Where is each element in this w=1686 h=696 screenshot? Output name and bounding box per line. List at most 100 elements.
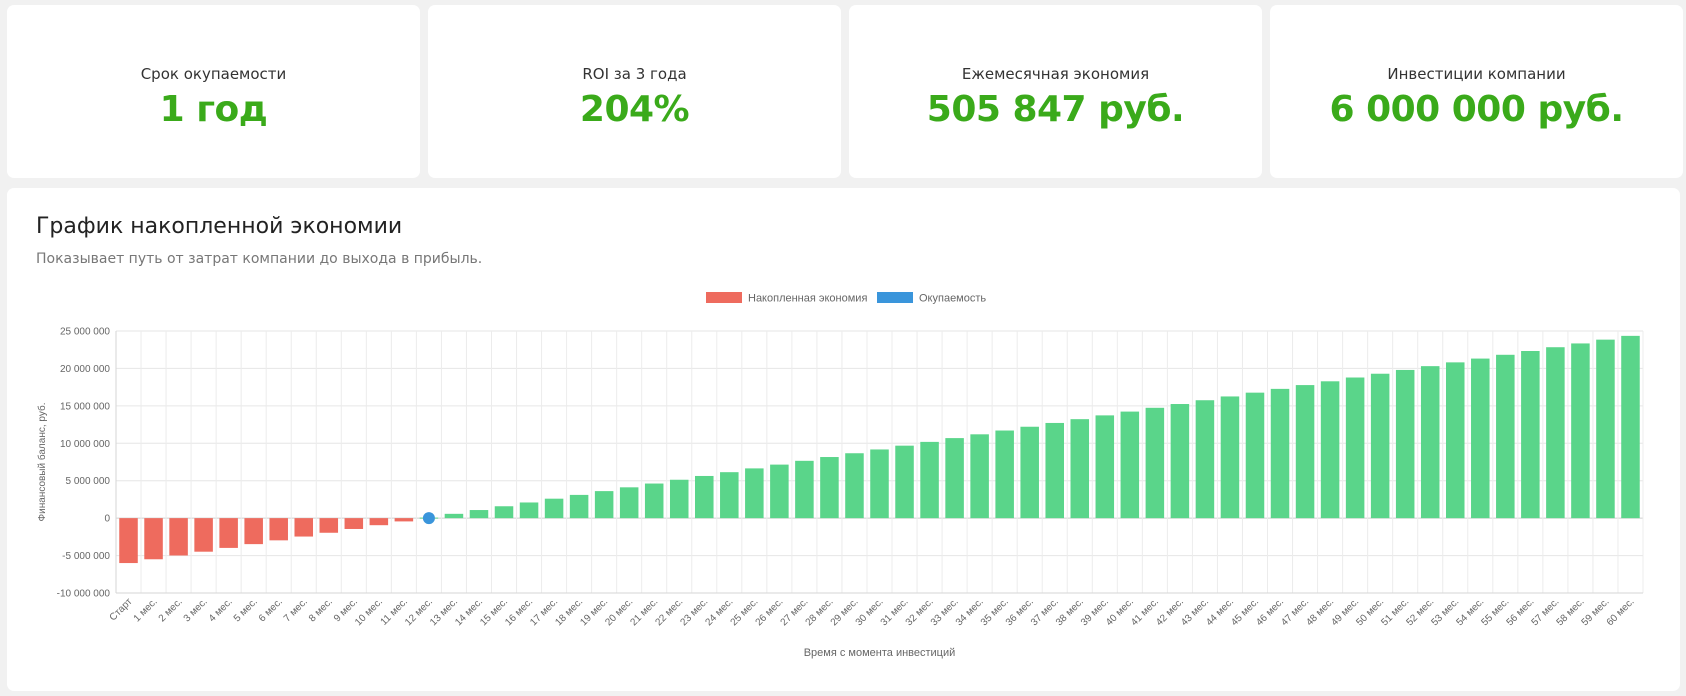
y-tick-label: -5 000 000 xyxy=(62,551,110,562)
bar xyxy=(344,518,364,529)
bar xyxy=(745,468,764,519)
bar xyxy=(244,518,263,545)
bar xyxy=(895,445,914,519)
kpi-card-roi: ROI за 3 года 204% xyxy=(428,5,841,178)
bar xyxy=(594,491,614,519)
bar xyxy=(970,434,989,519)
bar xyxy=(1571,343,1590,519)
y-tick-label: 25 000 000 xyxy=(60,327,110,338)
bar xyxy=(494,506,514,519)
chart-title: График накопленной экономии xyxy=(36,214,403,239)
kpi-card-payback: Срок окупаемости 1 год xyxy=(7,5,420,178)
kpi-label: ROI за 3 года xyxy=(582,65,687,83)
bar xyxy=(820,457,839,519)
kpi-label: Ежемесячная экономия xyxy=(961,65,1150,83)
bar xyxy=(1195,400,1215,519)
bar xyxy=(720,472,739,519)
bar xyxy=(394,518,414,522)
x-tick-label: 4 мес. xyxy=(207,596,235,624)
legend-label-savings: Накопленная экономия xyxy=(748,293,867,305)
bar xyxy=(1546,347,1565,519)
bar xyxy=(269,518,288,541)
bar xyxy=(770,464,789,519)
bar xyxy=(1070,419,1090,519)
bar xyxy=(1095,415,1115,519)
legend-label-payback: Окупаемость xyxy=(919,293,986,305)
bar xyxy=(920,441,939,519)
bar xyxy=(1420,366,1440,519)
bar xyxy=(1621,335,1640,519)
bar xyxy=(469,510,489,519)
bar xyxy=(569,494,589,519)
x-tick-label: 5 мес. xyxy=(232,596,260,624)
kpi-value: 505 847 руб. xyxy=(926,89,1185,130)
bar xyxy=(945,438,964,519)
kpi-label: Инвестиции компании xyxy=(1387,65,1566,83)
bar xyxy=(1596,339,1615,519)
bar xyxy=(319,518,339,533)
x-tick-label: 6 мес. xyxy=(257,596,285,624)
bar xyxy=(294,518,314,537)
y-tick-label: -10 000 000 xyxy=(57,589,111,600)
bar xyxy=(1320,381,1340,519)
bar xyxy=(194,518,213,552)
bar xyxy=(1020,426,1039,519)
chart-card: График накопленной экономии Показывает п… xyxy=(7,188,1680,691)
bar xyxy=(369,518,389,526)
kpi-card-monthly-savings: Ежемесячная экономия 505 847 руб. xyxy=(849,5,1262,178)
bar xyxy=(1295,385,1315,519)
bar xyxy=(995,430,1014,519)
bar xyxy=(119,518,138,564)
y-axis-title: Финансовый баланс, руб. xyxy=(36,403,48,522)
bar xyxy=(1471,358,1490,519)
x-tick-label: 60 мес. xyxy=(1605,596,1637,628)
payback-point xyxy=(422,512,435,525)
bar xyxy=(695,475,714,519)
x-tick-label: 10 мес. xyxy=(353,596,385,628)
x-tick-label: 8 мес. xyxy=(307,596,335,624)
bar xyxy=(1445,362,1465,519)
kpi-value: 204% xyxy=(579,89,690,130)
x-tick-label: Старт xyxy=(108,596,135,623)
bar xyxy=(619,487,639,519)
legend-swatch-payback xyxy=(877,292,913,303)
bar xyxy=(519,502,539,519)
bar xyxy=(1145,407,1165,519)
y-tick-label: 0 xyxy=(104,514,110,525)
bar xyxy=(795,460,814,519)
y-tick-label: 5 000 000 xyxy=(66,476,111,487)
bar xyxy=(1045,422,1064,519)
kpi-card-investment: Инвестиции компании 6 000 000 руб. xyxy=(1270,5,1683,178)
kpi-value: 1 год xyxy=(159,89,268,130)
bar xyxy=(444,513,464,519)
chart-subtitle: Показывает путь от затрат компании до вы… xyxy=(36,251,483,267)
bar xyxy=(1220,396,1240,519)
bar xyxy=(1345,377,1365,519)
x-tick-label: 1 мес. xyxy=(132,596,160,624)
bar xyxy=(144,518,163,560)
legend-swatch-savings xyxy=(706,292,742,303)
x-tick-label: 3 мес. xyxy=(182,596,210,624)
x-axis-title: Время с момента инвестиций xyxy=(804,647,956,659)
bar xyxy=(870,449,889,519)
y-tick-label: 10 000 000 xyxy=(60,439,110,450)
bar xyxy=(1270,388,1290,519)
x-tick-label: 2 мес. xyxy=(157,596,185,624)
bar xyxy=(1245,392,1265,519)
savings-bar-chart: 25 000 000 20 000 000 15 000 000 10 000 000… xyxy=(36,292,1644,659)
kpi-value: 6 000 000 руб. xyxy=(1329,89,1625,130)
bar xyxy=(219,518,238,548)
bar xyxy=(544,498,564,519)
bar xyxy=(169,518,188,556)
bar xyxy=(644,483,664,519)
bar xyxy=(1170,404,1190,519)
bar xyxy=(1120,411,1140,519)
y-tick-label: 20 000 000 xyxy=(60,364,110,375)
x-tick-label: 7 мес. xyxy=(282,596,310,624)
bar xyxy=(1395,369,1415,519)
y-tick-label: 15 000 000 xyxy=(60,401,110,412)
bar xyxy=(1370,373,1390,519)
bar xyxy=(1496,354,1515,519)
bar xyxy=(669,479,689,519)
bar xyxy=(845,453,864,519)
